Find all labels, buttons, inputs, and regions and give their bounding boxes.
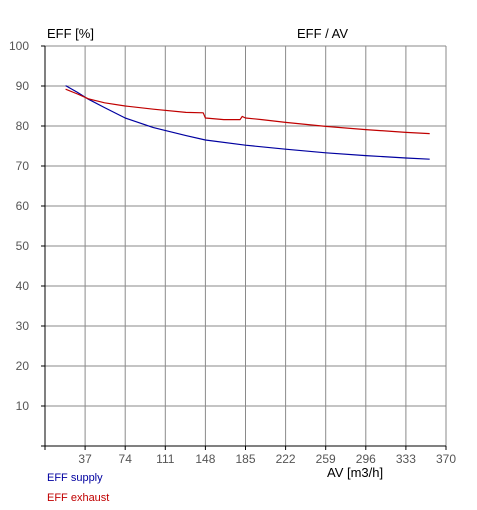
x-tick-label-1: 74 <box>119 452 133 466</box>
x-tick-label-4: 185 <box>235 452 255 466</box>
x-tick-label-8: 333 <box>396 452 416 466</box>
tick-labels: 10 20 30 40 50 60 70 80 90 100 37 74 111 148 185 222 259… <box>9 39 456 466</box>
y-tick-label-3: 40 <box>16 279 30 293</box>
x-tick-label-9: 370 <box>436 452 456 466</box>
legend-item-0: EFF supply <box>47 472 103 484</box>
y-tick-label-8: 90 <box>16 79 30 93</box>
x-tick-label-5: 222 <box>276 452 296 466</box>
legend-item-1: EFF exhaust <box>47 492 109 504</box>
x-tick-label-0: 37 <box>78 452 92 466</box>
y-tick-label-5: 60 <box>16 199 30 213</box>
series-line-eff-supply <box>65 85 430 160</box>
y-tick-label-0: 10 <box>16 399 30 413</box>
x-tick-label-3: 148 <box>195 452 215 466</box>
y-tick-label-7: 80 <box>16 119 30 133</box>
y-tick-label-6: 70 <box>16 159 30 173</box>
chart-title: EFF / AV <box>297 26 348 41</box>
x-tick-label-2: 111 <box>156 452 175 466</box>
series-line-eff-exhaust <box>65 88 430 135</box>
axes <box>41 45 447 450</box>
y-tick-label-9: 100 <box>9 39 29 53</box>
y-axis-title: EFF [%] <box>47 26 94 41</box>
x-tick-label-7: 296 <box>356 452 376 466</box>
legend: EFF supply EFF exhaust <box>47 472 109 504</box>
x-tick-label-6: 259 <box>316 452 336 466</box>
y-tick-label-2: 30 <box>16 319 30 333</box>
y-tick-label-4: 50 <box>16 239 30 253</box>
series-group <box>65 85 430 160</box>
y-tick-label-1: 20 <box>16 359 30 373</box>
x-axis-title: AV [m3/h] <box>327 465 383 480</box>
grid <box>45 45 447 446</box>
